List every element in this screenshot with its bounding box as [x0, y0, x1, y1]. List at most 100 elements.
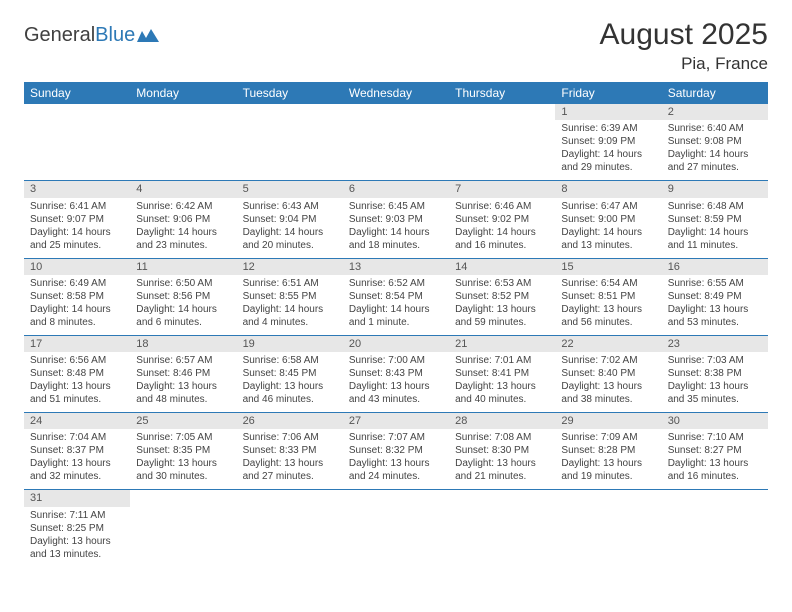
calendar-day-cell — [449, 490, 555, 567]
sunset-text: Sunset: 8:54 PM — [349, 290, 443, 303]
calendar-day-cell: 11Sunrise: 6:50 AMSunset: 8:56 PMDayligh… — [130, 258, 236, 335]
day-number: 30 — [662, 413, 768, 429]
calendar-day-cell — [662, 490, 768, 567]
sunset-text: Sunset: 8:30 PM — [455, 444, 549, 457]
day-number: 7 — [449, 181, 555, 197]
day-number — [237, 104, 343, 120]
calendar-day-cell — [555, 490, 661, 567]
day-details: Sunrise: 7:04 AMSunset: 8:37 PMDaylight:… — [30, 431, 124, 483]
daylight-text: Daylight: 14 hours and 18 minutes. — [349, 226, 443, 252]
day-details: Sunrise: 6:46 AMSunset: 9:02 PMDaylight:… — [455, 200, 549, 252]
daylight-text: Daylight: 13 hours and 56 minutes. — [561, 303, 655, 329]
sunrise-text: Sunrise: 7:08 AM — [455, 431, 549, 444]
day-number: 2 — [662, 104, 768, 120]
location: Pia, France — [600, 54, 768, 74]
sunrise-text: Sunrise: 6:40 AM — [668, 122, 762, 135]
calendar-day-cell: 17Sunrise: 6:56 AMSunset: 8:48 PMDayligh… — [24, 335, 130, 412]
sunrise-text: Sunrise: 6:47 AM — [561, 200, 655, 213]
day-details: Sunrise: 7:03 AMSunset: 8:38 PMDaylight:… — [668, 354, 762, 406]
calendar-day-cell: 2Sunrise: 6:40 AMSunset: 9:08 PMDaylight… — [662, 104, 768, 181]
sunrise-text: Sunrise: 7:05 AM — [136, 431, 230, 444]
day-number — [24, 104, 130, 120]
sunset-text: Sunset: 8:25 PM — [30, 522, 124, 535]
day-number: 26 — [237, 413, 343, 429]
day-details: Sunrise: 7:08 AMSunset: 8:30 PMDaylight:… — [455, 431, 549, 483]
day-number — [130, 490, 236, 506]
day-number: 28 — [449, 413, 555, 429]
sunset-text: Sunset: 8:51 PM — [561, 290, 655, 303]
weekday-header: Thursday — [449, 82, 555, 104]
daylight-text: Daylight: 14 hours and 13 minutes. — [561, 226, 655, 252]
logo-word1: General — [24, 24, 95, 46]
day-number: 6 — [343, 181, 449, 197]
weekday-header: Friday — [555, 82, 661, 104]
day-number: 18 — [130, 336, 236, 352]
daylight-text: Daylight: 14 hours and 1 minute. — [349, 303, 443, 329]
sunrise-text: Sunrise: 6:43 AM — [243, 200, 337, 213]
sunrise-text: Sunrise: 6:53 AM — [455, 277, 549, 290]
daylight-text: Daylight: 13 hours and 53 minutes. — [668, 303, 762, 329]
sunrise-text: Sunrise: 6:39 AM — [561, 122, 655, 135]
sunrise-text: Sunrise: 7:01 AM — [455, 354, 549, 367]
sunrise-text: Sunrise: 7:09 AM — [561, 431, 655, 444]
sunset-text: Sunset: 8:48 PM — [30, 367, 124, 380]
sunset-text: Sunset: 8:52 PM — [455, 290, 549, 303]
calendar-day-cell: 24Sunrise: 7:04 AMSunset: 8:37 PMDayligh… — [24, 413, 130, 490]
daylight-text: Daylight: 13 hours and 13 minutes. — [30, 535, 124, 561]
calendar-day-cell: 12Sunrise: 6:51 AMSunset: 8:55 PMDayligh… — [237, 258, 343, 335]
day-details: Sunrise: 6:58 AMSunset: 8:45 PMDaylight:… — [243, 354, 337, 406]
calendar-day-cell: 14 Sunrise: 6:53 AMSunset: 8:52 PMDayligh… — [449, 258, 555, 335]
sunrise-text: Sunrise: 6:46 AM — [455, 200, 549, 213]
day-number: 13 — [343, 259, 449, 275]
day-details: Sunrise: 7:00 AMSunset: 8:43 PMDaylight:… — [349, 354, 443, 406]
sunset-text: Sunset: 8:37 PM — [30, 444, 124, 457]
weekday-header: Tuesday — [237, 82, 343, 104]
day-details: Sunrise: 7:02 AMSunset: 8:40 PMDaylight:… — [561, 354, 655, 406]
calendar-day-cell: 8Sunrise: 6:47 AMSunset: 9:00 PMDaylight… — [555, 181, 661, 258]
sunset-text: Sunset: 8:43 PM — [349, 367, 443, 380]
sunrise-text: Sunrise: 6:48 AM — [668, 200, 762, 213]
calendar-day-cell: 27Sunrise: 7:07 AMSunset: 8:32 PMDayligh… — [343, 413, 449, 490]
calendar-day-cell: 15Sunrise: 6:54 AMSunset: 8:51 PMDayligh… — [555, 258, 661, 335]
weekday-header: Saturday — [662, 82, 768, 104]
day-number: 25 — [130, 413, 236, 429]
day-number: 23 — [662, 336, 768, 352]
month-title: August 2025 — [600, 18, 768, 52]
day-details: Sunrise: 6:55 AMSunset: 8:49 PMDaylight:… — [668, 277, 762, 329]
daylight-text: Daylight: 13 hours and 38 minutes. — [561, 380, 655, 406]
calendar-day-cell — [237, 104, 343, 181]
calendar-week-row: 31Sunrise: 7:11 AMSunset: 8:25 PMDayligh… — [24, 490, 768, 567]
sunset-text: Sunset: 8:35 PM — [136, 444, 230, 457]
day-details: Sunrise: 6:45 AMSunset: 9:03 PMDaylight:… — [349, 200, 443, 252]
sunset-text: Sunset: 9:06 PM — [136, 213, 230, 226]
daylight-text: Daylight: 13 hours and 30 minutes. — [136, 457, 230, 483]
daylight-text: Daylight: 13 hours and 24 minutes. — [349, 457, 443, 483]
calendar-day-cell: 31Sunrise: 7:11 AMSunset: 8:25 PMDayligh… — [24, 490, 130, 567]
day-number: 14 — [449, 259, 555, 275]
daylight-text: Daylight: 14 hours and 29 minutes. — [561, 148, 655, 174]
day-details: Sunrise: 6:43 AMSunset: 9:04 PMDaylight:… — [243, 200, 337, 252]
calendar-day-cell — [343, 104, 449, 181]
sunrise-text: Sunrise: 6:58 AM — [243, 354, 337, 367]
day-number: 31 — [24, 490, 130, 506]
daylight-text: Daylight: 13 hours and 21 minutes. — [455, 457, 549, 483]
daylight-text: Daylight: 13 hours and 35 minutes. — [668, 380, 762, 406]
sunrise-text: Sunrise: 7:02 AM — [561, 354, 655, 367]
day-number: 4 — [130, 181, 236, 197]
calendar-day-cell: 3Sunrise: 6:41 AMSunset: 9:07 PMDaylight… — [24, 181, 130, 258]
calendar-day-cell: 9Sunrise: 6:48 AMSunset: 8:59 PMDaylight… — [662, 181, 768, 258]
day-number: 5 — [237, 181, 343, 197]
calendar-day-cell: 6 Sunrise: 6:45 AMSunset: 9:03 PMDaylight… — [343, 181, 449, 258]
header: GeneralBlue August 2025 Pia, France — [24, 18, 768, 74]
sunset-text: Sunset: 9:02 PM — [455, 213, 549, 226]
daylight-text: Daylight: 13 hours and 40 minutes. — [455, 380, 549, 406]
sunset-text: Sunset: 8:41 PM — [455, 367, 549, 380]
calendar-week-row: 1Sunrise: 6:39 AMSunset: 9:09 PMDaylight… — [24, 104, 768, 181]
day-number: 16 — [662, 259, 768, 275]
day-number: 3 — [24, 181, 130, 197]
day-number: 27 — [343, 413, 449, 429]
calendar-day-cell: 1Sunrise: 6:39 AMSunset: 9:09 PMDaylight… — [555, 104, 661, 181]
calendar-day-cell: 22Sunrise: 7:02 AMSunset: 8:40 PMDayligh… — [555, 335, 661, 412]
day-details: Sunrise: 6:53 AMSunset: 8:52 PMDaylight:… — [455, 277, 549, 329]
day-details: Sunrise: 7:05 AMSunset: 8:35 PMDaylight:… — [136, 431, 230, 483]
